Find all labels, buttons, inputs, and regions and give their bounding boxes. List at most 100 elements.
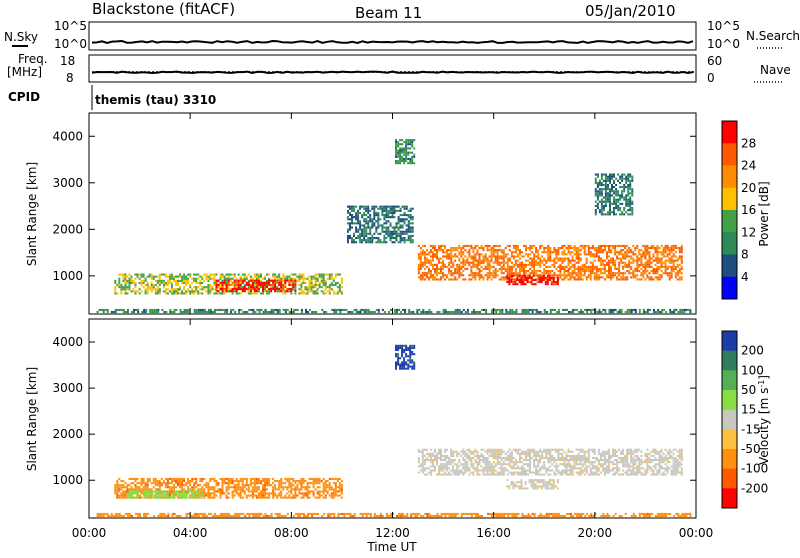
- echo-cell: [189, 482, 191, 484]
- echo-cell: [299, 515, 301, 517]
- echo-cell: [141, 492, 143, 494]
- echo-cell: [456, 453, 458, 455]
- echo-cell: [404, 206, 406, 208]
- echo-cell: [679, 309, 681, 311]
- echo-cell: [598, 309, 600, 311]
- echo-cell: [464, 268, 466, 270]
- echo-cell: [446, 258, 448, 260]
- echo-cell: [335, 484, 337, 486]
- echo-cell: [258, 284, 260, 286]
- echo-cell: [131, 515, 133, 517]
- echo-cell: [679, 270, 681, 272]
- echo-cell: [139, 495, 141, 497]
- echo-cell: [426, 276, 428, 278]
- echo-cell: [282, 276, 284, 278]
- echo-cell: [406, 218, 408, 220]
- echo-cell: [430, 472, 432, 474]
- echo-cell: [649, 262, 651, 264]
- echo-cell: [173, 486, 175, 488]
- echo-cell: [679, 272, 681, 274]
- echo-cell: [192, 515, 194, 517]
- echo-cell: [252, 497, 254, 499]
- echo-cell: [203, 274, 205, 276]
- echo-cell: [611, 174, 613, 176]
- echo-cell: [574, 253, 576, 255]
- echo-cell: [173, 288, 175, 290]
- echo-cell: [216, 490, 218, 492]
- echo-cell: [420, 515, 422, 517]
- echo-cell: [294, 280, 296, 282]
- echo-cell: [349, 206, 351, 208]
- echo-cell: [590, 268, 592, 270]
- echo-cell: [491, 266, 493, 268]
- echo-cell: [485, 274, 487, 276]
- echo-cell: [204, 309, 206, 311]
- echo-cell: [141, 488, 143, 490]
- echo-cell: [387, 227, 389, 229]
- echo-cell: [294, 495, 296, 497]
- echo-cell: [623, 213, 625, 215]
- echo-cell: [335, 482, 337, 484]
- echo-cell: [632, 274, 634, 276]
- echo-cell: [118, 497, 120, 499]
- echo-cell: [218, 292, 220, 294]
- echo-cell: [209, 292, 211, 294]
- echo-cell: [630, 262, 632, 264]
- echo-cell: [196, 311, 198, 313]
- echo-cell: [629, 188, 631, 190]
- echo-cell: [270, 280, 272, 282]
- echo-cell: [521, 262, 523, 264]
- echo-cell: [309, 286, 311, 288]
- echo-cell: [361, 241, 363, 243]
- echo-cell: [207, 292, 209, 294]
- echo-cell: [568, 272, 570, 274]
- echo-cell: [159, 513, 161, 515]
- echo-cell: [412, 241, 414, 243]
- echo-cell: [418, 276, 420, 278]
- echo-cell: [626, 266, 628, 268]
- echo-cell: [147, 490, 149, 492]
- echo-cell: [460, 455, 462, 457]
- echo-cell: [603, 174, 605, 176]
- echo-cell: [495, 515, 497, 517]
- echo-cell: [218, 286, 220, 288]
- echo-cell: [614, 274, 616, 276]
- echo-cell: [325, 292, 327, 294]
- echo-cell: [254, 490, 256, 492]
- echo-cell: [596, 253, 598, 255]
- echo-cell: [523, 264, 525, 266]
- echo-cell: [228, 497, 230, 499]
- echo-cell: [222, 276, 224, 278]
- echo-cell: [642, 245, 644, 247]
- echo-cell: [633, 513, 635, 515]
- echo-cell: [653, 268, 655, 270]
- echo-cell: [270, 290, 272, 292]
- echo-cell: [327, 486, 329, 488]
- echo-cell: [294, 490, 296, 492]
- echo-cell: [543, 249, 545, 251]
- echo-cell: [669, 311, 671, 313]
- echo-cell: [268, 290, 270, 292]
- echo-cell: [151, 284, 153, 286]
- echo-cell: [335, 486, 337, 488]
- echo-cell: [481, 270, 483, 272]
- echo-cell: [605, 180, 607, 182]
- echo-cell: [629, 186, 631, 188]
- echo-cell: [175, 284, 177, 286]
- echo-cell: [392, 235, 394, 237]
- echo-cell: [268, 288, 270, 290]
- echo-cell: [167, 490, 169, 492]
- echo-cell: [401, 366, 403, 368]
- echo-cell: [369, 210, 371, 212]
- echo-cell: [175, 276, 177, 278]
- echo-cell: [659, 274, 661, 276]
- echo-cell: [252, 490, 254, 492]
- echo-cell: [244, 515, 246, 517]
- echo-cell: [199, 484, 201, 486]
- echo-cell: [424, 474, 426, 476]
- echo-cell: [444, 251, 446, 253]
- echo-cell: [230, 290, 232, 292]
- echo-cell: [408, 216, 410, 218]
- echo-cell: [268, 480, 270, 482]
- echo-cell: [580, 278, 582, 280]
